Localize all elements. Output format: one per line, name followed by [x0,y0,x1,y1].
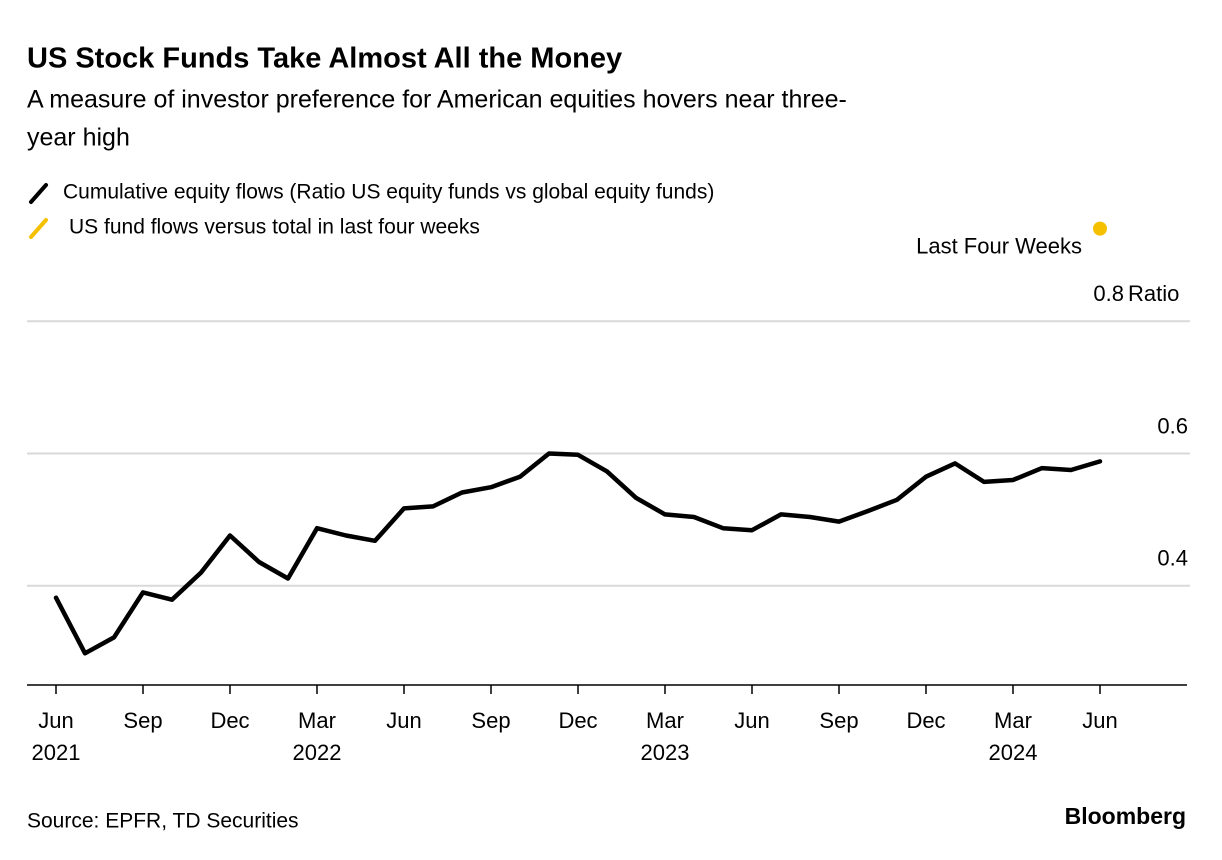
x-tick-label: Dec [558,708,597,733]
x-tick-year: 2024 [989,740,1038,765]
brand: Bloomberg [1065,803,1186,829]
x-tick-year: 2021 [32,740,81,765]
x-tick-label: Jun [386,708,421,733]
x-tick-label: Sep [471,708,510,733]
x-tick-label: Dec [210,708,249,733]
x-tick-label: Jun [38,708,73,733]
x-tick-label: Mar [298,708,336,733]
chart-title: US Stock Funds Take Almost All the Money [27,43,622,75]
x-tick-label: Dec [906,708,945,733]
chart-subtitle: year high [27,124,130,152]
y-tick-label: 0.6 [1157,413,1188,438]
source: Source: EPFR, TD Securities [27,810,299,833]
chart-subtitle: A measure of investor preference for Ame… [27,86,847,114]
line [53,451,1103,656]
point [1093,221,1107,236]
x-tick-year: 2023 [641,740,690,765]
legend-label: Cumulative equity flows (Ratio US equity… [63,181,714,204]
x-tick-year: 2022 [293,740,342,765]
x-tick-label: Mar [646,708,684,733]
y-tick-label: 0.8 [1093,281,1124,306]
y-tick-label: 0.4 [1157,546,1188,571]
x-tick-label: Jun [1082,708,1117,733]
x-tick-label: Sep [819,708,858,733]
x-tick-label: Sep [123,708,162,733]
x-tick-label: Mar [994,708,1032,733]
x-tick-label: Jun [734,708,769,733]
y-axis-label: Ratio [1128,281,1179,306]
legend-swatch [29,183,48,204]
annotation: Last Four Weeks [916,233,1082,258]
legend-swatch [29,218,48,239]
legend-label: US fund flows versus total in last four … [69,216,480,239]
